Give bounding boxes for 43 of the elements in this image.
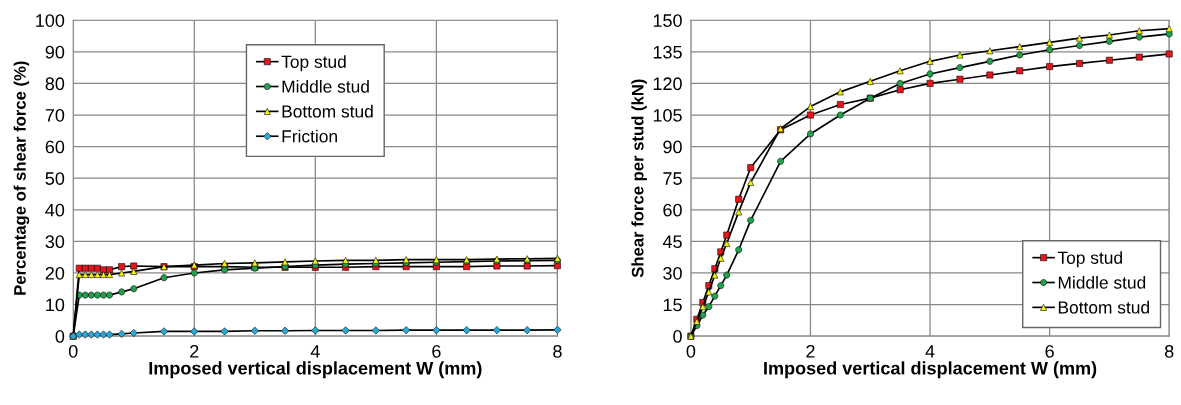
legend-label: Top stud [281,55,346,72]
y-tick-label: 60 [45,140,65,154]
y-tick-label: 0 [55,330,65,343]
x-tick-label: 0 [686,344,696,358]
x-tick-label: 4 [310,345,320,358]
x-tick-label: 2 [806,344,815,358]
legend-label: Friction [282,129,337,143]
y-tick-label: 70 [45,108,65,122]
x-tick-label: 6 [432,344,441,358]
y-tick-label: 135 [653,45,682,59]
y-tick-label: 10 [46,298,65,312]
y-tick-label: 75 [663,172,682,185]
y-tick-label: 30 [663,266,682,280]
y-tick-label: 150 [653,14,682,27]
y-tick-label: 15 [663,298,682,312]
y-tick-label: 90 [45,45,65,59]
y-tick-label: 30 [45,235,65,249]
y-tick-label: 50 [45,172,65,185]
y-tick-label: 105 [653,108,682,122]
y-tick-label: 40 [45,203,65,217]
y-tick-label: 0 [673,330,682,343]
legend-label: Top stud [1057,251,1122,268]
y-tick-label: 20 [45,266,65,280]
y-tick-label: 60 [663,203,682,217]
x-tick-label: 0 [68,344,78,358]
y-tick-label: 45 [662,235,682,249]
x-tick-label: 6 [1045,344,1054,358]
y-tick-label: 80 [45,77,65,91]
x-tick-label: 4 [925,345,935,358]
y-tick-label: 100 [36,14,65,27]
x-tick-label: 2 [190,344,199,358]
legend-label: Bottom stud [282,104,373,118]
y-tick-label: 90 [663,140,682,154]
x-tick-label: 8 [1164,344,1174,358]
legend-label: Bottom stud [1058,300,1149,314]
y-tick-label: 120 [653,77,682,91]
legend-label: Middle stud [282,80,369,93]
legend-label: Middle stud [1058,276,1146,289]
x-axis-title: Imposed vertical displacement W (mm) [764,361,1097,379]
y-axis-title: Percentage of shear force (%) [13,61,30,295]
x-axis-title: Imposed vertical displacement W (mm) [149,361,482,379]
y-axis-title: Shear force per stud (kN) [631,79,647,278]
x-tick-label: 8 [553,344,562,358]
